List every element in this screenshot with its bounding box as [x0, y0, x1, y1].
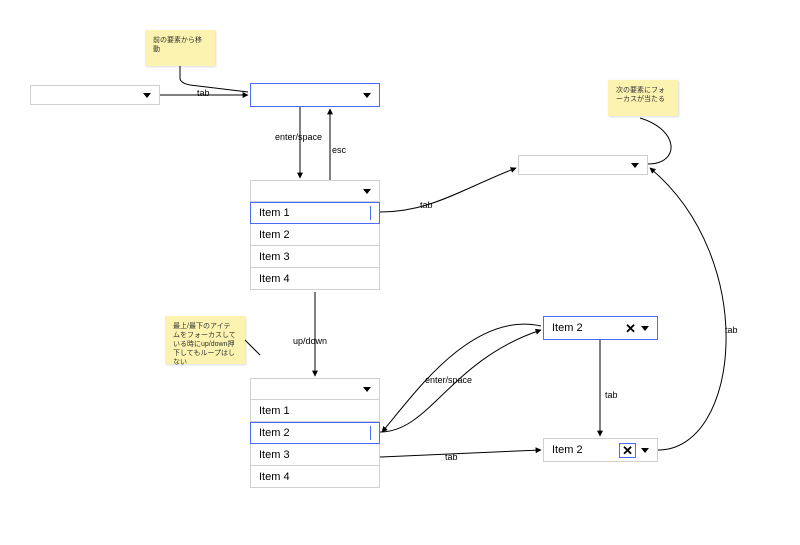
list-item-label: Item 1	[259, 207, 290, 219]
dropdown-list-open-2: Item 1 Item 2 Item 3 Item 4	[250, 378, 380, 488]
chevron-down-icon	[641, 448, 649, 453]
list-item-label: Item 4	[259, 273, 290, 285]
list-item[interactable]: Item 4	[250, 466, 380, 488]
list-item-label: Item 3	[259, 251, 290, 263]
text-cursor	[370, 206, 371, 220]
dropdown-previous[interactable]	[30, 85, 160, 105]
clear-icon[interactable]: ✕	[625, 322, 636, 335]
chevron-down-icon	[363, 189, 371, 194]
clear-icon[interactable]: ✕	[619, 443, 636, 458]
edge-label: enter/space	[275, 132, 322, 142]
list-header[interactable]	[250, 180, 380, 202]
edge-label: enter/space	[425, 375, 472, 385]
dropdown-selected-1[interactable]: Item 2 ✕	[543, 316, 658, 340]
sticky-note-next: 次の要素にフォーカスが当たる	[608, 80, 678, 116]
edge-label: up/down	[293, 336, 327, 346]
list-item-label: Item 2	[259, 229, 290, 241]
edge-label: tab	[445, 452, 458, 462]
dropdown-value: Item 2	[552, 444, 583, 456]
list-item[interactable]: Item 3	[250, 444, 380, 466]
dropdown-selected-2[interactable]: Item 2 ✕	[543, 438, 658, 462]
chevron-down-icon	[143, 93, 151, 98]
sticky-note-loop: 最上/最下のアイテムをフォーカスしている時にup/down押下してもループはしな…	[165, 316, 245, 364]
list-item[interactable]: Item 3	[250, 246, 380, 268]
list-item-label: Item 1	[259, 405, 290, 417]
list-item[interactable]: Item 2	[250, 422, 380, 444]
dropdown-focused[interactable]	[250, 83, 380, 107]
dropdown-next[interactable]	[518, 155, 648, 175]
sticky-text: 前の要素から移動	[153, 37, 202, 53]
list-header[interactable]	[250, 378, 380, 400]
diagram-canvas: { "colors": { "sticky_bg": "#fdf3b0", "b…	[0, 0, 800, 545]
edge-label: tab	[605, 390, 618, 400]
sticky-text: 次の要素にフォーカスが当たる	[616, 87, 665, 103]
edge-label: esc	[332, 145, 346, 155]
sticky-note-prev: 前の要素から移動	[145, 30, 215, 66]
list-item-label: Item 4	[259, 471, 290, 483]
list-item[interactable]: Item 1	[250, 202, 380, 224]
chevron-down-icon	[631, 163, 639, 168]
edge-label: tab	[420, 200, 433, 210]
dropdown-value: Item 2	[552, 322, 583, 334]
chevron-down-icon	[363, 93, 371, 98]
arrows-layer	[0, 0, 800, 545]
text-cursor	[370, 426, 371, 440]
edge-label: tab	[197, 88, 210, 98]
list-item[interactable]: Item 2	[250, 224, 380, 246]
list-item[interactable]: Item 1	[250, 400, 380, 422]
list-item-label: Item 3	[259, 449, 290, 461]
edge-label: tab	[725, 325, 738, 335]
chevron-down-icon	[363, 387, 371, 392]
list-item-label: Item 2	[259, 427, 290, 439]
chevron-down-icon	[641, 326, 649, 331]
sticky-text: 最上/最下のアイテムをフォーカスしている時にup/down押下してもループはしな…	[173, 323, 236, 366]
list-item[interactable]: Item 4	[250, 268, 380, 290]
dropdown-list-open-1: Item 1 Item 2 Item 3 Item 4	[250, 180, 380, 290]
